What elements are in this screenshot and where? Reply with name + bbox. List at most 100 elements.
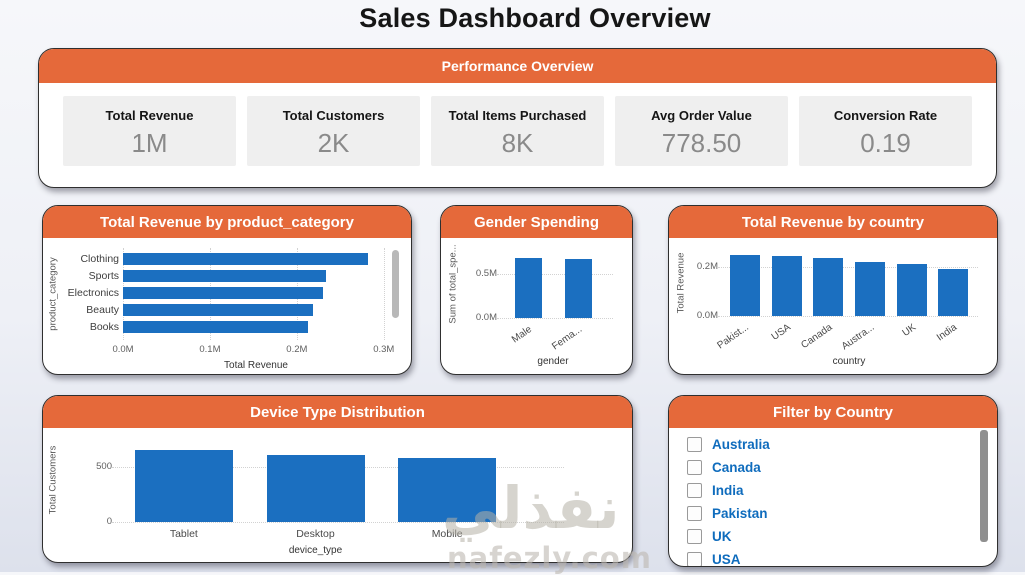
gridline <box>112 522 564 523</box>
x-tick-label: 0.2M <box>286 344 308 355</box>
bar-mobile[interactable] <box>398 458 497 522</box>
y-tick-label: 0 <box>106 516 112 527</box>
checkbox-canada[interactable] <box>687 460 702 475</box>
country-panel-header: Total Revenue by country <box>669 206 997 238</box>
gridline <box>383 248 385 340</box>
kpi-card-conversion-rate[interactable]: Conversion Rate 0.19 <box>799 96 972 166</box>
device-panel-header: Device Type Distribution <box>43 396 632 428</box>
x-category-label: USA <box>769 322 793 343</box>
page-title: Sales Dashboard Overview <box>359 3 711 33</box>
x-category-label: Fema... <box>550 324 585 353</box>
kpi-label: Total Customers <box>282 108 385 123</box>
gender-chart: 0.0M 0.5M Male Fema... gender Sum of total_sp… <box>441 238 632 374</box>
bar-electronics[interactable] <box>123 287 323 299</box>
kpi-card-total-customers[interactable]: Total Customers 2K <box>247 96 420 166</box>
bar-fema[interactable] <box>564 258 592 318</box>
country-filter-list: Australia Canada India Pakistan UK USA <box>669 428 997 566</box>
plot-area <box>112 438 564 523</box>
x-axis-label: Total Revenue <box>224 360 288 371</box>
gender-panel-title: Gender Spending <box>473 213 599 231</box>
y-tick-label: 500 <box>96 460 112 472</box>
x-axis-label: device_type <box>288 545 343 556</box>
filter-option-usa[interactable]: USA <box>687 548 997 566</box>
filter-option-label: Canada <box>712 460 761 475</box>
bar-canada[interactable] <box>813 257 844 316</box>
bar-uk[interactable] <box>896 263 927 316</box>
filter-option-label: USA <box>712 552 741 566</box>
bar-tablet[interactable] <box>134 450 233 522</box>
kpi-label: Conversion Rate <box>833 108 938 123</box>
bar-austra[interactable] <box>854 261 885 316</box>
x-tick-label: 0.1M <box>199 344 221 355</box>
y-tick-label: 0.2M <box>696 261 718 273</box>
checkbox-pakistan[interactable] <box>687 506 702 521</box>
filter-panel-header: Filter by Country <box>669 396 997 428</box>
filter-option-uk[interactable]: UK <box>687 525 997 548</box>
plot-area <box>123 248 389 340</box>
device-type-panel: Device Type Distribution 0 500 Tablet Deskt… <box>42 395 633 563</box>
filter-option-australia[interactable]: Australia <box>687 433 997 456</box>
plot-area <box>718 250 978 317</box>
x-tick-label: 0.0M <box>112 344 134 355</box>
category-label: Sports <box>88 270 119 282</box>
x-category-label: Pakist... <box>715 322 752 352</box>
x-category-label: India <box>935 322 960 344</box>
gridline <box>718 316 978 317</box>
kpi-card-total-items-purchased[interactable]: Total Items Purchased 8K <box>431 96 604 166</box>
category-label: Electronics <box>67 287 119 299</box>
bar-pakist[interactable] <box>729 254 760 316</box>
y-tick-label: 0.0M <box>475 312 497 323</box>
bar-male[interactable] <box>514 257 542 318</box>
kpi-card-total-revenue[interactable]: Total Revenue 1M <box>63 96 236 166</box>
bar-usa[interactable] <box>771 255 802 316</box>
bar-clothing[interactable] <box>123 253 369 265</box>
x-category-label: Mobile <box>431 528 463 540</box>
bar-desktop[interactable] <box>266 454 365 522</box>
bar-sports[interactable] <box>123 270 327 282</box>
filter-option-india[interactable]: India <box>687 479 997 502</box>
category-label: Beauty <box>86 304 119 316</box>
x-category-label: UK <box>900 322 918 339</box>
y-axis-label: Total Customers <box>47 445 59 515</box>
x-axis-label: country <box>832 356 866 367</box>
checkbox-australia[interactable] <box>687 437 702 452</box>
filter-option-label: UK <box>712 529 732 544</box>
checkbox-uk[interactable] <box>687 529 702 544</box>
chart-scrollbar[interactable] <box>392 250 399 318</box>
kpi-label: Total Items Purchased <box>448 108 587 123</box>
kpi-card-avg-order-value[interactable]: Avg Order Value 778.50 <box>615 96 788 166</box>
kpi-row: Total Revenue 1M Total Customers 2K Tota… <box>39 83 996 166</box>
bar-beauty[interactable] <box>123 304 314 316</box>
y-axis-label: Total Revenue <box>675 252 687 314</box>
x-category-label: Desktop <box>296 528 335 540</box>
category-chart: 0.0M 0.1M 0.2M 0.3M Clothing Sports Electronic… <box>43 238 411 374</box>
performance-overview-panel: Performance Overview Total Revenue 1M To… <box>38 48 997 188</box>
x-category-label: Austra... <box>839 322 877 353</box>
kpi-value: 8K <box>501 128 534 158</box>
bar-india[interactable] <box>938 269 969 316</box>
filter-option-canada[interactable]: Canada <box>687 456 997 479</box>
gridline <box>497 318 613 319</box>
filter-option-label: Australia <box>712 437 770 452</box>
gender-spending-panel: Gender Spending 0.0M 0.5M Male Fema... gende… <box>440 205 633 375</box>
filter-option-pakistan[interactable]: Pakistan <box>687 502 997 525</box>
device-chart: 0 500 Tablet Desktop Mobile device_type Total … <box>43 428 632 562</box>
kpi-label: Avg Order Value <box>651 108 752 123</box>
category-panel-header: Total Revenue by product_category <box>43 206 411 238</box>
x-tick-label: 0.3M <box>373 344 395 355</box>
bar-books[interactable] <box>123 321 309 333</box>
filter-scrollbar[interactable] <box>980 430 988 542</box>
checkbox-india[interactable] <box>687 483 702 498</box>
performance-panel-title: Performance Overview <box>441 58 594 74</box>
y-axis-label: product_category <box>47 257 59 331</box>
x-axis-label: gender <box>537 356 569 367</box>
category-panel-title: Total Revenue by product_category <box>100 213 354 231</box>
filter-panel-title: Filter by Country <box>772 403 893 421</box>
gridline <box>497 274 613 276</box>
kpi-value: 778.50 <box>661 128 742 158</box>
y-tick-label: 0.5M <box>475 268 497 280</box>
checkbox-usa[interactable] <box>687 552 702 566</box>
category-label: Clothing <box>80 253 119 265</box>
category-label: Books <box>89 321 119 333</box>
filter-by-country-panel: Filter by Country Australia Canada India… <box>668 395 998 567</box>
